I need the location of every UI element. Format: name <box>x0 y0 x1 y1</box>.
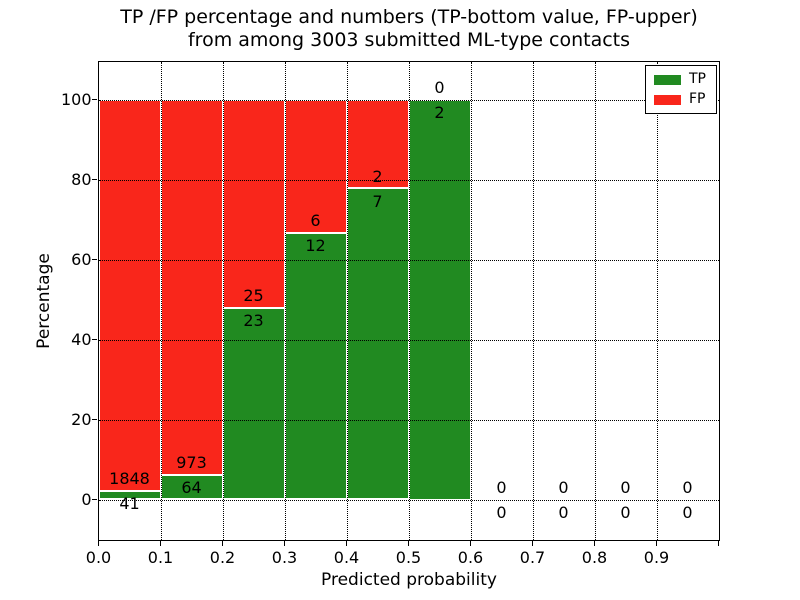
y-tick-label: 60 <box>71 250 92 269</box>
y-tick-label: 40 <box>71 330 92 349</box>
x-tick-mark <box>717 541 720 546</box>
x-tick-label: 0.2 <box>209 547 236 567</box>
gridline-y <box>98 179 719 181</box>
gridline-x <box>222 61 224 540</box>
y-tick-label: 80 <box>71 170 92 189</box>
fp-count-label: 0 <box>682 478 693 497</box>
legend-item-fp: FP <box>654 92 708 107</box>
y-tick-mark <box>92 178 97 181</box>
tp-count-label: 23 <box>243 311 264 331</box>
bar-tp-segment <box>346 188 409 500</box>
x-tick-mark <box>531 541 534 546</box>
x-tick-label: 0.1 <box>147 547 174 567</box>
bar-tp-segment <box>408 99 471 500</box>
gridline-y <box>98 419 719 421</box>
y-tick-label: 20 <box>71 410 92 429</box>
legend: TP FP <box>645 65 717 114</box>
y-tick-label: 0 <box>81 490 92 509</box>
x-tick-mark <box>283 541 286 546</box>
tp-count-label: 41 <box>119 494 140 514</box>
plot-area: 1848 41 973 64 25 23 6 12 2 7 0 2 0 0 0 0 0 0 0 0 0.0 0.1 0.2 0… <box>61 60 720 567</box>
bar-tp-segment <box>98 490 161 500</box>
gridline-x <box>532 61 534 540</box>
gridline-y <box>98 259 719 261</box>
fp-count-label: 25 <box>243 286 264 306</box>
gridline-x <box>346 61 348 540</box>
fp-count-label: 2 <box>372 166 383 186</box>
gridline-x <box>594 61 596 540</box>
fp-count-label: 973 <box>176 453 207 473</box>
x-tick-label: 0.8 <box>581 547 608 567</box>
legend-item-tp: TP <box>654 72 708 87</box>
tp-count-label: 0 <box>682 503 693 522</box>
legend-label-tp: TP <box>689 71 706 87</box>
fp-count-label: 0 <box>558 478 569 497</box>
y-tick-mark <box>92 418 97 421</box>
y-tick-label: 100 <box>60 90 92 109</box>
x-axis-label: Predicted probability <box>321 570 497 590</box>
x-tick-mark <box>469 541 472 546</box>
gridline-y <box>98 99 719 101</box>
x-tick-mark <box>593 541 596 546</box>
y-tick-mark <box>92 338 97 341</box>
y-tick-mark <box>92 498 97 501</box>
fp-count-label: 0 <box>620 478 631 497</box>
x-tick-label: 0.4 <box>333 547 360 567</box>
bar-tp-segment <box>284 232 347 500</box>
x-tick-label: 0.0 <box>85 547 112 567</box>
gridline-y <box>98 339 719 341</box>
x-tick-label: 0.7 <box>519 547 546 567</box>
tp-count-label: 64 <box>181 478 202 498</box>
bar-fp-segment <box>346 99 409 189</box>
fp-count-label: 0 <box>434 78 445 97</box>
y-tick-mark <box>92 98 97 101</box>
x-tick-mark <box>655 541 658 546</box>
gridline-y <box>98 499 719 501</box>
tp-count-label: 2 <box>434 103 445 122</box>
gridline-x <box>160 61 162 540</box>
chart-title-block: TP /FP percentage and numbers (TP-bottom… <box>18 6 800 52</box>
gridline-x <box>470 61 472 540</box>
x-tick-label: 0.9 <box>643 547 670 567</box>
x-tick-mark <box>407 541 410 546</box>
gridline-x <box>408 61 410 540</box>
x-tick-label: 0.3 <box>271 547 298 567</box>
bar-fp-segment <box>98 99 161 491</box>
x-tick-mark <box>221 541 224 546</box>
gridline-x <box>284 61 286 540</box>
tp-count-label: 12 <box>305 236 326 256</box>
x-tick-label: 0.6 <box>457 547 484 567</box>
y-axis-label: Percentage <box>34 253 54 349</box>
fp-count-label: 6 <box>310 211 321 231</box>
tp-count-label: 0 <box>620 503 631 522</box>
x-tick-label: 0.5 <box>395 547 422 567</box>
legend-label-fp: FP <box>689 91 706 107</box>
chart-title: TP /FP percentage and numbers (TP-bottom… <box>120 6 698 28</box>
fp-count-label: 0 <box>496 478 507 497</box>
tp-count-label: 0 <box>496 503 507 522</box>
x-tick-mark <box>97 541 100 546</box>
x-tick-mark <box>159 541 162 546</box>
legend-swatch-tp-icon <box>654 74 681 85</box>
gridline-x <box>656 61 658 540</box>
chart-subtitle: from among 3003 submitted ML-type contac… <box>187 29 631 51</box>
bar-tp-segment <box>160 474 223 500</box>
bar-fp-segment <box>222 99 285 308</box>
tp-count-label: 0 <box>558 503 569 522</box>
fp-count-label: 1848 <box>109 469 150 489</box>
x-tick-mark <box>345 541 348 546</box>
y-tick-mark <box>92 258 97 261</box>
tp-count-label: 7 <box>372 191 383 211</box>
legend-swatch-fp-icon <box>654 94 681 105</box>
bar-tp-segment <box>222 307 285 500</box>
